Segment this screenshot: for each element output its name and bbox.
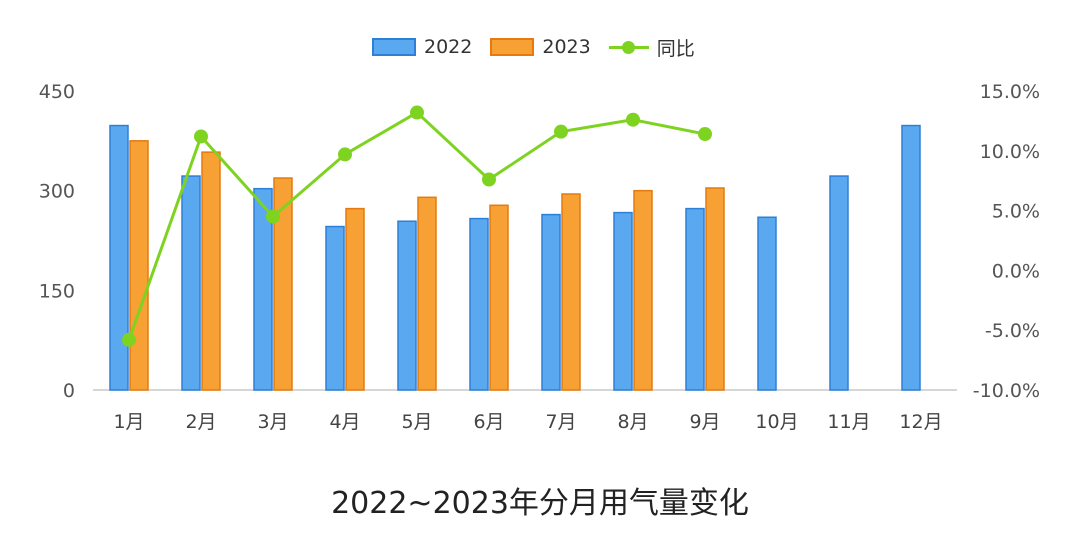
legend-item-yoy[interactable]: 同比 (608, 34, 695, 61)
legend: 2022 2023 同比 (372, 34, 713, 60)
legend-swatch-2023 (490, 38, 535, 56)
bar-2023-1月 (129, 140, 149, 391)
bar-2022-8月 (613, 211, 633, 391)
bar-2023-4月 (345, 207, 365, 391)
bar-2022-6月 (469, 217, 489, 391)
y-tick-label: 150 (39, 280, 75, 302)
y-tick-label: 450 (39, 81, 75, 103)
bar-2023-8月 (633, 189, 653, 391)
y2-tick-label: 15.0% (980, 81, 1040, 103)
x-tick-label: 2月 (185, 411, 216, 433)
legend-item-2022[interactable]: 2022 (372, 36, 472, 58)
x-tick-label: 4月 (329, 411, 360, 433)
bar-2023-9月 (705, 187, 725, 391)
legend-label-yoy: 同比 (656, 37, 695, 60)
yoy-point-7月 (554, 124, 568, 139)
bar-2023-2月 (201, 151, 221, 391)
bar-2022-12月 (901, 124, 921, 391)
yoy-point-3月 (266, 209, 280, 224)
x-tick-label: 7月 (545, 411, 576, 433)
x-tick-label: 12月 (899, 411, 942, 433)
bar-2023-5月 (417, 196, 437, 391)
bar-2022-10月 (757, 216, 777, 391)
legend-swatch-yoy (608, 38, 649, 56)
bar-2023-7月 (561, 193, 581, 391)
yoy-point-2月 (194, 129, 208, 144)
yoy-point-8月 (626, 112, 640, 127)
bar-2022-5月 (397, 220, 417, 391)
y2-tick-label: 5.0% (992, 201, 1040, 223)
bar-2022-11月 (829, 175, 849, 391)
legend-label-2023: 2023 (542, 36, 591, 58)
bar-2022-4月 (325, 225, 345, 391)
legend-label-2022: 2022 (424, 36, 473, 58)
y2-tick-label: 10.0% (980, 141, 1040, 163)
bar-2022-1月 (109, 124, 129, 391)
yoy-point-1月 (122, 332, 136, 347)
x-tick-label: 3月 (257, 411, 288, 433)
x-tick-label: 9月 (689, 411, 720, 433)
x-tick-label: 5月 (401, 411, 432, 433)
bar-2022-3月 (253, 187, 273, 391)
x-tick-label: 10月 (755, 411, 798, 433)
bar-2022-9月 (685, 207, 705, 391)
y2-tick-label: -10.0% (973, 380, 1040, 402)
bar-2022-2月 (181, 175, 201, 391)
y2-tick-label: -5.0% (985, 320, 1040, 342)
bar-2022-7月 (541, 213, 561, 391)
chart-title: 2022~2023年分月用气量变化 (331, 486, 749, 521)
y2-tick-label: 0.0% (992, 260, 1040, 282)
bar-2023-6月 (489, 204, 509, 391)
legend-item-2023[interactable]: 2023 (490, 36, 591, 58)
y-tick-label: 0 (63, 380, 75, 402)
y-tick-label: 300 (39, 181, 75, 203)
yoy-point-4月 (338, 147, 352, 162)
bar-2023-3月 (273, 177, 293, 391)
legend-swatch-2022 (372, 38, 416, 56)
x-tick-label: 1月 (113, 411, 144, 433)
yoy-point-9月 (698, 127, 712, 142)
x-tick-label: 6月 (473, 411, 504, 433)
x-tick-label: 8月 (617, 411, 648, 433)
yoy-point-5月 (410, 105, 424, 120)
x-tick-label: 11月 (827, 411, 870, 433)
yoy-point-6月 (482, 172, 496, 187)
